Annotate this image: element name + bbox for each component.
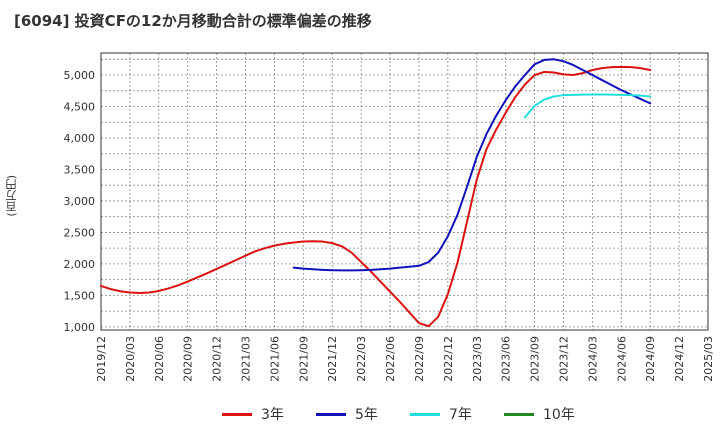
x-tick-label: 2021/09	[297, 336, 310, 382]
x-tick-label: 2022/09	[413, 336, 426, 382]
y-tick-label: 4,000	[64, 132, 96, 145]
x-tick-label: 2020/06	[153, 336, 166, 382]
chart-title: [6094] 投資CFの12か月移動合計の標準偏差の推移	[14, 12, 372, 30]
legend-label-3y: 3年	[261, 407, 284, 423]
y-tick-label: 1,500	[64, 289, 96, 302]
legend-item-10y: 10年	[504, 404, 575, 424]
x-tick-label: 2020/03	[124, 336, 137, 382]
y-tick-label: 1,000	[64, 321, 96, 334]
x-tick-label: 2023/12	[557, 336, 570, 382]
y-tick-label: 3,500	[64, 163, 96, 176]
x-tick-label: 2025/03	[702, 336, 715, 382]
x-tick-label: 2023/03	[471, 336, 484, 382]
x-tick-label: 2023/06	[500, 336, 513, 382]
series-line-0	[100, 65, 652, 328]
legend-swatch-7y	[410, 412, 440, 416]
y-tick-label: 3,000	[64, 195, 96, 208]
x-tick-label: 2022/03	[355, 336, 368, 382]
y-tick-label: 2,000	[64, 258, 96, 271]
plot-frame	[100, 52, 709, 331]
legend-swatch-10y	[504, 412, 534, 416]
legend-label-10y: 10年	[543, 407, 575, 423]
legend-label-7y: 7年	[449, 407, 472, 423]
plot-area	[101, 53, 708, 330]
x-tick-label: 2021/06	[268, 336, 281, 382]
x-tick-label: 2021/12	[326, 336, 339, 382]
series-line-1	[292, 58, 652, 272]
legend-swatch-3y	[222, 412, 252, 416]
y-tick-label: 5,000	[64, 69, 96, 82]
legend-item-5y: 5年	[316, 404, 378, 424]
legend-item-3y: 3年	[222, 404, 284, 424]
legend-item-7y: 7年	[410, 404, 472, 424]
x-tick-label: 2020/12	[211, 336, 224, 382]
legend-swatch-5y	[316, 412, 346, 416]
y-tick-label: 4,500	[64, 101, 96, 114]
x-tick-label: 2024/03	[586, 336, 599, 382]
legend-label-5y: 5年	[355, 407, 378, 423]
x-tick-label: 2024/12	[673, 336, 686, 382]
chart-legend: 3年 5年 7年 10年	[0, 404, 720, 426]
x-tick-label: 2024/06	[615, 336, 628, 382]
x-tick-label: 2019/12	[95, 336, 108, 382]
series-line-2	[523, 93, 652, 119]
y-tick-label: 2,500	[64, 226, 96, 239]
x-tick-label: 2021/03	[240, 336, 253, 382]
x-tick-label: 2020/09	[182, 336, 195, 382]
x-tick-label: 2022/12	[442, 336, 455, 382]
x-tick-label: 2023/09	[529, 336, 542, 382]
x-tick-label: 2022/06	[384, 336, 397, 382]
x-tick-label: 2024/09	[644, 336, 657, 382]
